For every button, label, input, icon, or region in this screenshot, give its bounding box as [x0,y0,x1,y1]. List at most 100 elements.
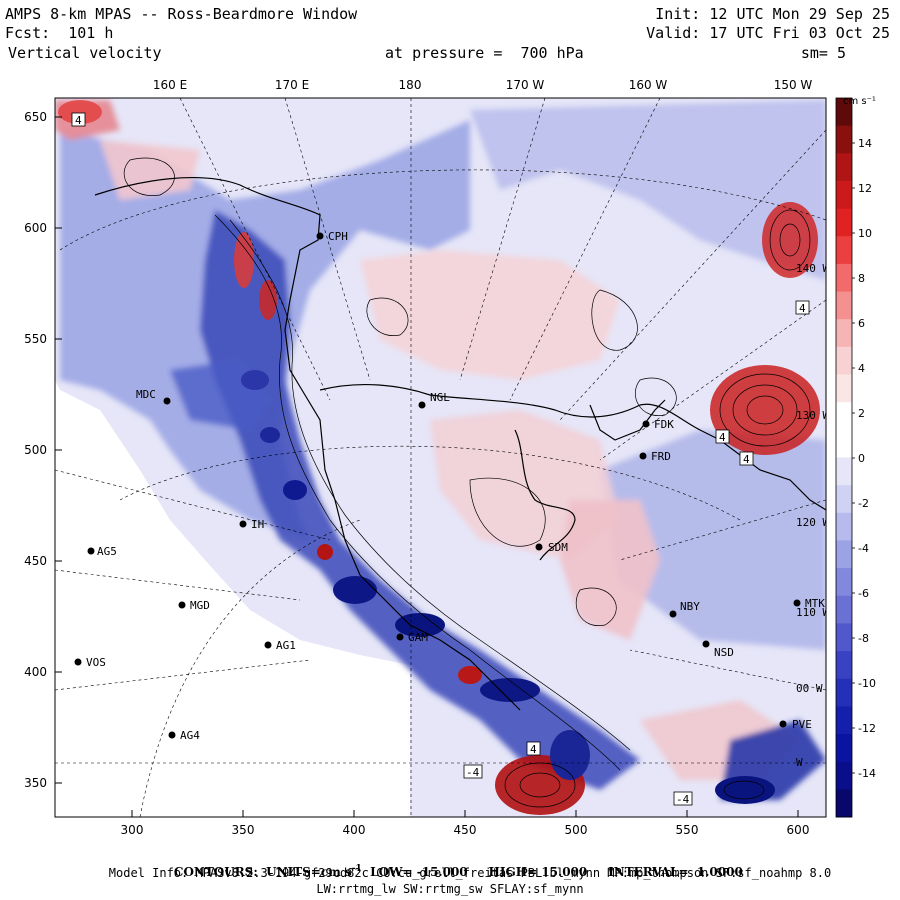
colorbar-tick-label: -4 [858,542,869,555]
colorbar-tick-label: -14 [858,767,876,780]
station-label-nby: NBY [680,600,700,613]
station-markers [74,232,801,739]
bottom-axis-label: 600 [787,823,810,837]
colorbar-swatch [836,485,852,514]
colorbar-swatch [836,789,852,818]
contour-label: -4 [676,793,690,806]
forecast-hour: Fcst: 101 h [5,24,114,42]
colorbar-swatch [836,651,852,680]
contour-label: 4 [743,453,750,466]
station-label-cph: CPH [328,230,348,243]
init-time: Init: 12 UTC Mon 29 Sep 25 [655,5,890,23]
colorbar-swatch [836,678,852,707]
station-label-nsd: NSD [714,646,734,659]
station-label-frd: FRD [651,450,671,463]
colorbar-tick-label: -8 [858,632,869,645]
left-axis-label: 550 [24,332,47,346]
meridian-label: 120 W [796,516,829,529]
contour-label: 4 [719,431,726,444]
meridian-label: 00 W [796,682,823,695]
colorbar-swatch [836,457,852,486]
colorbar-tick-label: -2 [858,497,869,510]
colorbar-tick-label: -10 [858,677,876,690]
colorbar-frame [835,97,853,818]
colorbar-tick-label: 10 [858,227,872,240]
bottom-axis-label: 500 [565,823,588,837]
colorbar-tick-label: -6 [858,587,869,600]
model-info: Model Info: MPASv8.2.3-194-gf29cd82c CU:… [108,866,832,880]
colorbar-swatch [836,180,852,210]
bottom-axis-label: 400 [343,823,366,837]
colorbar-swatch [836,153,852,182]
bottom-axis-label: 350 [232,823,255,837]
station-label-ngl: NGL [430,391,450,404]
colorbar-swatch [836,346,852,376]
colorbar-units: cm s⁻¹ [843,96,876,107]
station-label-ag4: AG4 [180,729,200,742]
top-axis-label: 180 [399,78,422,92]
colorbar-swatch [836,291,852,320]
colorbar-swatch [836,623,852,652]
colorbar-swatch [836,236,852,265]
station-label-ag1: AG1 [276,639,296,652]
left-axis-label: 400 [24,665,47,679]
colorbar-swatch [836,374,852,403]
field-name: Vertical velocity [8,44,162,62]
contour-label: 4 [530,743,537,756]
meridian-labels: 140 W 130 W 120 W 110 W 00 W W [796,262,829,769]
graticule [55,98,826,817]
left-axis-labels: 650 600 550 500 450 400 350 [24,110,47,790]
radiation-info: LW:rrtmg_lw SW:rrtmg_sw SFLAY:sf_mynn [316,882,584,896]
colorbar-swatch [836,319,852,348]
pressure-level: at pressure = 700 hPa [385,44,584,62]
colorbar-tick-label: 14 [858,137,872,150]
colorbar-tick-label: 8 [858,272,865,285]
colorbar-tick-labels: 14 12 10 8 6 4 2 0 -2 -4 -6 -8 -10 -12 -14 [858,137,876,780]
meridian-label: 140 W [796,262,829,275]
meridian-label: W [796,756,803,769]
plot-area: CPH NGL FDK FRD SDM NBY NSD MTK PVE MDC … [55,98,829,817]
station-labels: CPH NGL FDK FRD SDM NBY NSD MTK PVE MDC … [86,230,825,742]
colorbar-swatch [836,734,852,763]
top-axis-label: 150 W [774,78,813,92]
station-label-vos: VOS [86,656,106,669]
top-axis-label: 170 W [506,78,545,92]
bottom-axis-label: 300 [121,823,144,837]
contour-info: CONTOURS: UNITS=cm s-1 LOW= -15.000 HIGH… [173,864,743,879]
left-axis-label: 500 [24,443,47,457]
colorbar-swatch [836,429,852,458]
top-axis-label: 170 E [275,78,309,92]
downdraft-cores [241,370,775,804]
colorbar-tick-label: 12 [858,182,872,195]
colorbar-swatch [836,402,852,431]
contour-label: 4 [75,114,82,127]
colorbar-tick-label: 0 [858,452,865,465]
colorbar-swatch [836,761,852,790]
colorbar-swatch [836,540,852,569]
colorbar-tick-label: 6 [858,317,865,330]
station-label-mdc: MDC [136,388,156,401]
masked-region [55,380,410,817]
left-axis-label: 450 [24,554,47,568]
colorbar-swatch [836,263,852,293]
colorbar-swatch [836,98,852,127]
station-label-ag5: AG5 [97,545,117,558]
colorbar-swatch [836,595,852,624]
bottom-axis-label: 550 [676,823,699,837]
plot-title: AMPS 8-km MPAS -- Ross-Beardmore Window [5,5,358,23]
contour-labels: 4 4 4 4 4 -4 -4 [71,112,810,806]
plot-frame [54,97,827,818]
meridian-label: 130 W [796,409,829,422]
station-label-pve: PVE [792,718,812,731]
bottom-axis-label: 450 [454,823,477,837]
colorbar-swatch [836,568,852,597]
axis-tick-marks [55,116,799,817]
colorbar-swatch [836,208,852,237]
bottom-axis-labels: 300 350 400 450 500 550 600 [121,823,810,837]
contour-label: -4 [466,766,480,779]
station-label-fdk: FDK [654,418,674,431]
top-axis-label: 160 E [153,78,187,92]
left-axis-label: 600 [24,221,47,235]
